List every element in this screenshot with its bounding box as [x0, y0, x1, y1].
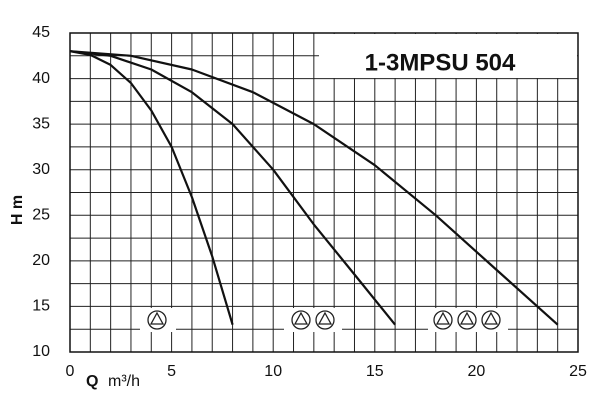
- x-tick-label: 0: [66, 363, 75, 380]
- pump-curve: [69, 50, 234, 326]
- x-axis-label: Q: [86, 373, 98, 390]
- y-tick-label: 35: [32, 115, 50, 132]
- pump-curve: [69, 50, 559, 326]
- x-tick-label: 15: [366, 363, 384, 380]
- y-tick-label: 15: [32, 298, 50, 315]
- chart-title: 1-3MPSU 504: [365, 49, 516, 76]
- curves: [69, 50, 559, 326]
- x-tick-label: 5: [167, 363, 176, 380]
- x-tick-label: 25: [569, 363, 587, 380]
- grid: [69, 32, 579, 353]
- pump-curve: [69, 50, 396, 326]
- y-tick-label: 30: [32, 161, 50, 178]
- y-tick-label: 45: [32, 24, 50, 41]
- y-tick-label: 20: [32, 252, 50, 269]
- x-axis-unit: m³/h: [108, 373, 140, 390]
- y-tick-label: 40: [32, 70, 50, 87]
- plot-frame: [69, 32, 579, 353]
- y-axis-label: H m: [9, 195, 26, 225]
- pump-icons: [140, 308, 508, 332]
- y-tick-label: 10: [32, 343, 50, 360]
- x-tick-label: 10: [264, 363, 282, 380]
- x-tick-label: 20: [468, 363, 486, 380]
- y-tick-label: 25: [32, 207, 50, 224]
- title-box: [319, 34, 577, 78]
